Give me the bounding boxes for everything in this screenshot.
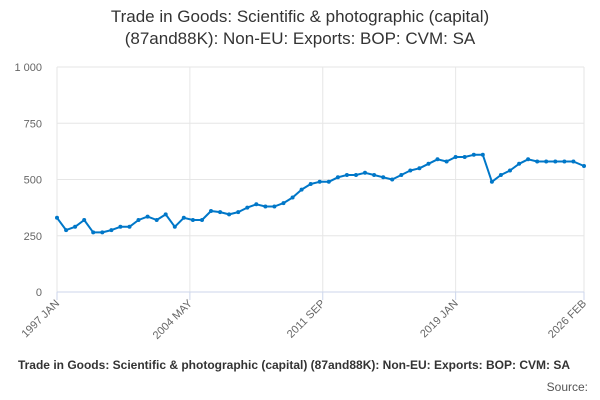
- data-point: [136, 218, 141, 222]
- series-line: [56, 153, 585, 234]
- data-point: [480, 152, 485, 157]
- chart-svg: 0 250 500 750 1 000 1997 JAN 2004 MAY 2011 SEP…: [14, 62, 589, 342]
- data-point: [55, 215, 59, 220]
- data-point: [453, 155, 458, 159]
- data-point: [508, 168, 512, 173]
- data-point: [517, 161, 522, 166]
- data-point: [91, 230, 96, 235]
- data-point: [326, 179, 331, 184]
- data-point: [363, 170, 367, 175]
- data-point: [435, 157, 440, 162]
- data-point: [535, 159, 540, 164]
- data-point: [245, 205, 250, 210]
- y-tick-label: 250: [24, 231, 42, 243]
- data-point: [408, 168, 413, 173]
- x-tick-label: 2004 MAY: [151, 297, 196, 342]
- source-label: Source:: [546, 380, 588, 394]
- data-point: [118, 224, 123, 229]
- legend-label: Trade in Goods: Scientific & photographi…: [17, 358, 571, 372]
- data-point: [562, 159, 567, 164]
- x-axis-ticks: 1997 JAN 2004 MAY 2011 SEP 2019 JAN 2026 FEB: [19, 292, 589, 342]
- data-point: [335, 175, 340, 180]
- data-point: [190, 218, 195, 222]
- y-tick-label: 750: [24, 118, 42, 130]
- y-tick-label: 0: [36, 287, 42, 299]
- data-point: [154, 218, 159, 222]
- data-point: [209, 209, 213, 213]
- data-point: [444, 159, 449, 164]
- chart-title: Trade in Goods: Scientific & photographi…: [0, 6, 600, 50]
- data-point: [263, 204, 268, 209]
- data-point: [200, 218, 204, 222]
- data-point: [317, 179, 322, 184]
- chart-title-line-1: Trade in Goods: Scientific & photographi…: [110, 7, 490, 26]
- data-point: [127, 224, 132, 229]
- data-point: [290, 195, 295, 200]
- data-point: [227, 212, 232, 217]
- data-point: [426, 161, 431, 166]
- data-point: [462, 155, 467, 159]
- data-point: [82, 218, 87, 222]
- gridlines: [56, 66, 585, 292]
- data-point: [100, 230, 105, 235]
- data-point: [64, 228, 69, 233]
- data-point: [254, 202, 259, 207]
- data-point: [553, 159, 558, 164]
- data-point: [181, 215, 186, 220]
- data-point: [354, 173, 358, 177]
- data-point: [172, 224, 177, 229]
- data-point: [236, 210, 241, 215]
- data-point: [571, 159, 576, 164]
- data-point: [399, 173, 404, 177]
- series-group: [55, 152, 586, 235]
- data-point: [109, 228, 114, 233]
- x-tick-label: 2026 FEB: [546, 298, 589, 341]
- data-point: [218, 210, 223, 215]
- x-tick-label: 2011 SEP: [285, 298, 328, 341]
- data-point: [381, 175, 386, 180]
- data-point: [526, 157, 531, 162]
- data-point: [582, 164, 586, 168]
- data-point: [272, 204, 277, 209]
- chart-title-line-2: (87and88K): Non-EU: Exports: BOP: CVM: S…: [124, 29, 476, 48]
- data-point: [344, 173, 349, 177]
- y-axis-ticks: 0 250 500 750 1 000: [14, 62, 42, 299]
- data-point: [471, 152, 476, 157]
- data-point: [417, 166, 422, 171]
- data-point: [372, 173, 377, 177]
- data-point: [163, 212, 168, 217]
- data-point: [308, 182, 313, 186]
- y-tick-label: 1 000: [14, 62, 42, 74]
- y-tick-label: 500: [24, 175, 42, 187]
- data-point: [544, 159, 549, 164]
- data-point: [498, 173, 503, 177]
- data-point: [145, 214, 150, 219]
- data-point: [390, 177, 395, 182]
- data-point: [73, 224, 78, 229]
- data-point: [299, 187, 304, 192]
- legend: Trade in Goods: Scientific & photographi…: [0, 356, 600, 378]
- data-point: [281, 201, 286, 206]
- data-point: [489, 179, 494, 184]
- x-tick-label: 1997 JAN: [19, 298, 62, 341]
- x-tick-label: 2019 JAN: [418, 298, 461, 341]
